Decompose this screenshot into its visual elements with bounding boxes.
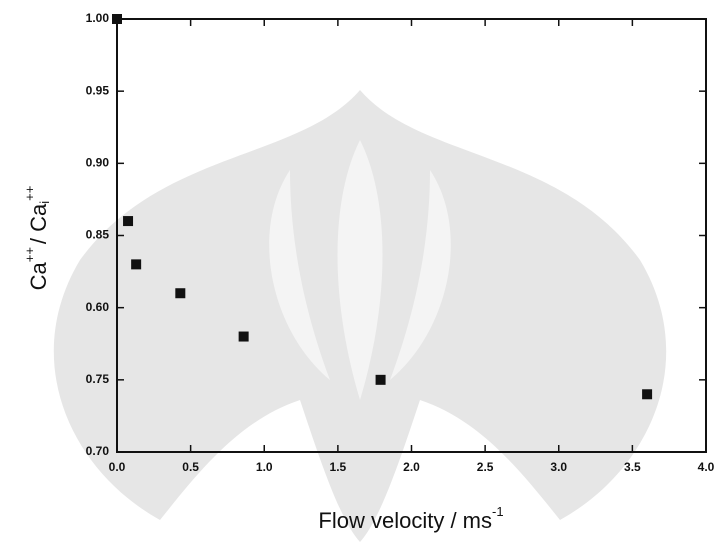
point — [175, 288, 186, 299]
y-label-part: / Ca — [26, 203, 51, 244]
y-label-sup: ++ — [22, 186, 37, 201]
y-tick-label: 0.60 — [86, 300, 110, 314]
x-tick-label: 4.0 — [698, 460, 715, 474]
point — [112, 14, 122, 24]
y-label-sub: i — [37, 201, 52, 204]
x-tick-label: 1.0 — [256, 460, 273, 474]
y-tick-label: 0.90 — [86, 156, 110, 170]
point — [642, 389, 653, 400]
point — [131, 259, 142, 270]
y-tick-label: 0.75 — [86, 372, 110, 386]
point — [238, 331, 249, 342]
y-tick-label: 0.70 — [86, 444, 110, 458]
x-tick-label: 3.5 — [624, 460, 641, 474]
y-axis-label: Ca++/ Cai++ — [22, 186, 52, 291]
x-axis-label: Flow velocity / ms-1 — [318, 504, 503, 532]
y-tick-label: 0.95 — [86, 83, 110, 97]
x-tick-label: 2.5 — [477, 460, 494, 474]
x-tick-label: 1.5 — [330, 460, 347, 474]
x-label-sup: -1 — [492, 504, 504, 519]
y-label-sup: ++ — [22, 247, 37, 262]
y-tick-label: 1.00 — [86, 11, 110, 25]
x-tick-label: 0.5 — [182, 460, 199, 474]
x-tick-label: 2.0 — [403, 460, 420, 474]
point — [123, 216, 134, 227]
x-label-text: Flow velocity / ms — [318, 508, 492, 533]
watermark — [53, 90, 667, 542]
point — [375, 374, 386, 385]
x-tick-label: 0.0 — [109, 460, 126, 474]
x-tick-label: 3.0 — [550, 460, 567, 474]
y-tick-label: 0.85 — [86, 228, 110, 242]
y-label-part: Ca — [26, 261, 51, 290]
